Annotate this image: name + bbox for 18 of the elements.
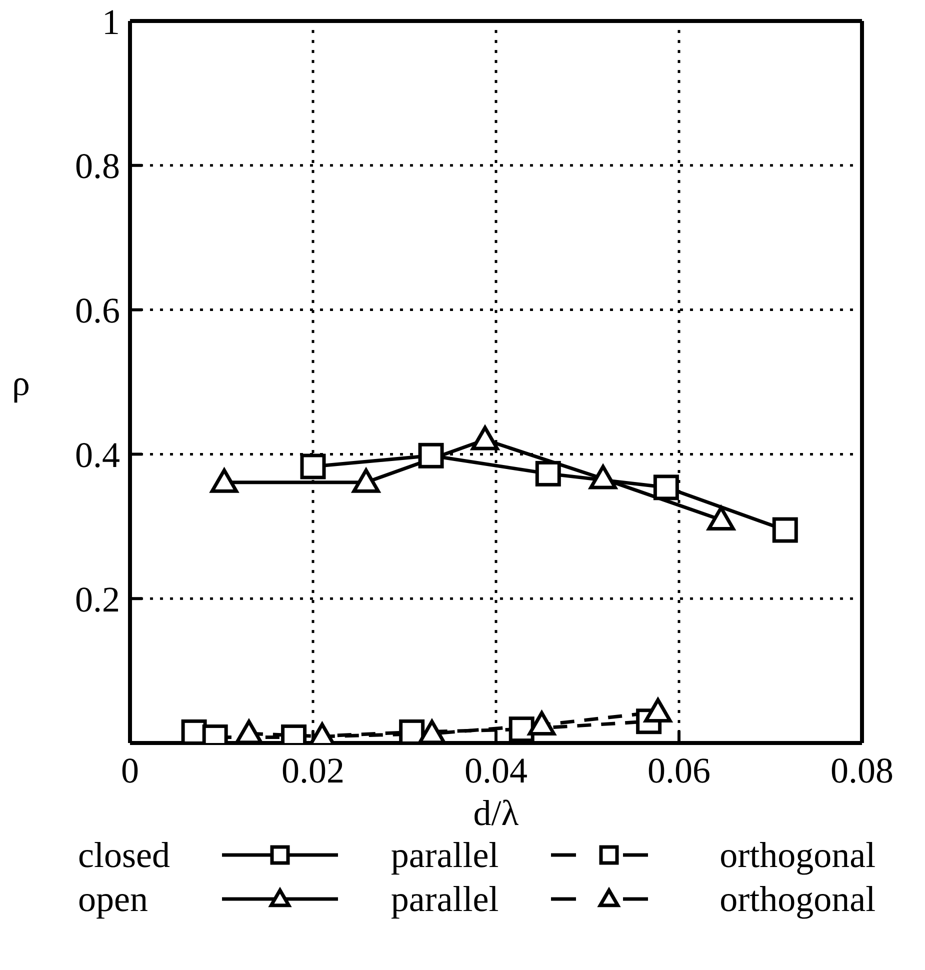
x-tick-label: 0.08 [830, 750, 894, 791]
y-tick-label: 0.6 [75, 290, 120, 331]
y-tick-label: 1 [102, 2, 120, 42]
legend-label: orthogonal [720, 834, 877, 877]
x-axis-title: d/λ [473, 793, 520, 833]
text: open [78, 878, 149, 921]
legend-label: parallel [390, 834, 500, 877]
y-tick-label: 0.2 [75, 579, 120, 620]
y-tick-label: 0.8 [75, 146, 120, 186]
y-axis-title: ρ [12, 362, 30, 403]
x-tick-label: 0 [121, 750, 139, 791]
legend-label: parallel [390, 878, 500, 921]
x-tick-label: 0.06 [648, 750, 710, 791]
legend-label: orthogonal [720, 878, 877, 921]
x-tick-label: 0.02 [282, 750, 344, 791]
y-tick-label: 0.4 [75, 434, 120, 475]
text: closed [78, 834, 171, 877]
x-tick-label: 0.04 [464, 750, 528, 791]
